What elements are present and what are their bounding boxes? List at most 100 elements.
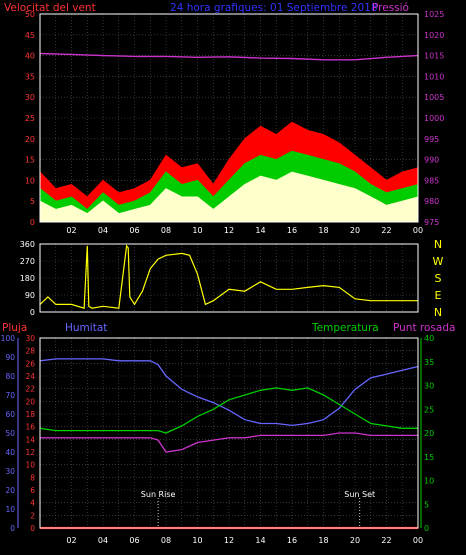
humidity-y-tick-label: 0 [10,524,15,533]
temperature-label: Temperatura [311,322,379,334]
rain-plot-frame [39,337,419,529]
sun-annotation-label: Sun Set [344,490,375,499]
wind-y-tick-label: 35 [25,72,35,81]
wind-x-tick-label: 00 [413,226,423,235]
rain-x-tick-label: 10 [192,536,202,545]
compass-label: S [435,272,442,285]
direction-plot-frame [39,243,419,313]
dewpoint-label: Punt rosada [393,322,455,334]
direction-y-tick-label: 90 [25,291,35,300]
rain-y-tick-label: 24 [25,372,35,381]
humidity-y-tick-label: 10 [5,505,15,514]
rain-y-tick-label: 12 [25,448,35,457]
compass-label: E [435,289,442,302]
pressure-y-tick-label: 1025 [424,10,444,19]
wind-x-tick-label: 22 [381,226,391,235]
wind-plot-frame [39,13,419,223]
temperature-y-tick-label: 10 [424,477,434,486]
wind-y-tick-label: 0 [30,218,35,227]
temperature-y-tick-label: 25 [424,405,434,414]
humidity-y-tick-label: 50 [5,429,15,438]
rain-x-tick-label: 14 [255,536,265,545]
rain-humidity-temp-chart: 0246810121416182022242628300102030405060… [1,334,435,545]
direction-y-tick-label: 360 [20,240,35,249]
pressure-y-tick-label: 990 [424,156,439,165]
rain-y-tick-label: 16 [25,423,35,432]
rain-label: Pluja [2,322,27,334]
wind-x-tick-label: 20 [350,226,360,235]
temperature-y-tick-label: 0 [424,524,429,533]
pressure-y-tick-label: 980 [424,197,439,206]
rain-x-tick-label: 22 [381,536,391,545]
wind-y-tick-label: 45 [25,31,35,40]
wind-y-tick-label: 40 [25,52,35,61]
rain-x-tick-label: 08 [161,536,171,545]
rain-x-tick-label: 12 [224,536,234,545]
wind-chart-title: 24 hora grafiques: 01 Septiembre 2018 [170,2,378,14]
wind-x-tick-label: 06 [129,226,139,235]
wind-y-tick-label: 10 [25,176,35,185]
wind-left-axis-label: Velocitat del vent [4,2,96,14]
temperature-y-tick-label: 40 [424,334,434,343]
wind-x-tick-label: 14 [255,226,265,235]
rain-x-tick-label: 20 [350,536,360,545]
wind-x-tick-label: 02 [66,226,76,235]
wind-x-tick-label: 16 [287,226,297,235]
wind-y-tick-label: 30 [25,93,35,102]
temperature-y-tick-label: 5 [424,500,429,509]
wind-y-tick-label: 50 [25,10,35,19]
sun-annotation-label: Sun Rise [141,490,176,499]
rain-x-tick-label: 06 [129,536,139,545]
humidity-series-line [39,358,419,427]
wind-x-tick-label: 18 [318,226,328,235]
pressure-y-tick-label: 1010 [424,72,444,81]
wind-x-tick-label: 04 [98,226,108,235]
humidity-y-tick-label: 70 [5,391,15,400]
rain-x-tick-label: 04 [98,536,108,545]
pressure-y-tick-label: 1015 [424,52,444,61]
humidity-y-tick-label: 40 [5,448,15,457]
pressure-series-line [39,52,419,61]
wind-avg-series [39,171,419,223]
compass-label: N [434,238,442,251]
rain-y-tick-label: 28 [25,347,35,356]
pressure-y-tick-label: 1005 [424,93,444,102]
pressure-axis-label: Pressió [372,2,409,14]
humidity-y-tick-label: 20 [5,486,15,495]
pressure-y-tick-label: 1020 [424,31,444,40]
rain-x-tick-label: 16 [287,536,297,545]
rain-y-tick-label: 6 [30,486,35,495]
rain-y-tick-label: 4 [30,499,35,508]
direction-y-tick-label: 180 [20,274,35,283]
humidity-y-tick-label: 100 [1,334,16,343]
temperature-y-tick-label: 30 [424,382,434,391]
wind-pressure-chart: 0510152025303540455097598098599099510001… [25,10,445,235]
rain-y-tick-label: 26 [25,359,35,368]
wind-x-tick-label: 10 [192,226,202,235]
wind-y-tick-label: 20 [25,135,35,144]
rain-y-tick-label: 2 [30,511,35,520]
rain-y-tick-label: 14 [25,435,35,444]
wind-x-tick-label: 12 [224,226,234,235]
wind-y-tick-label: 25 [25,114,35,123]
rain-y-tick-label: 20 [25,397,35,406]
rain-y-tick-label: 18 [25,410,35,419]
wind-y-tick-label: 15 [25,156,35,165]
pressure-y-tick-label: 1000 [424,114,444,123]
rain-y-tick-label: 0 [30,524,35,533]
temperature-y-tick-label: 35 [424,358,434,367]
rain-x-tick-label: 18 [318,536,328,545]
pressure-y-tick-label: 985 [424,176,439,185]
compass-label: N [434,306,442,319]
temperature-y-tick-label: 15 [424,453,434,462]
wind-x-tick-label: 08 [161,226,171,235]
rain-x-tick-label: 00 [413,536,423,545]
rain-y-tick-label: 22 [25,385,35,394]
dewpoint-series-line [40,432,418,453]
rain-y-tick-label: 30 [25,334,35,343]
direction-series-line [39,244,418,309]
humidity-y-tick-label: 30 [5,467,15,476]
compass-label: W [433,255,444,268]
